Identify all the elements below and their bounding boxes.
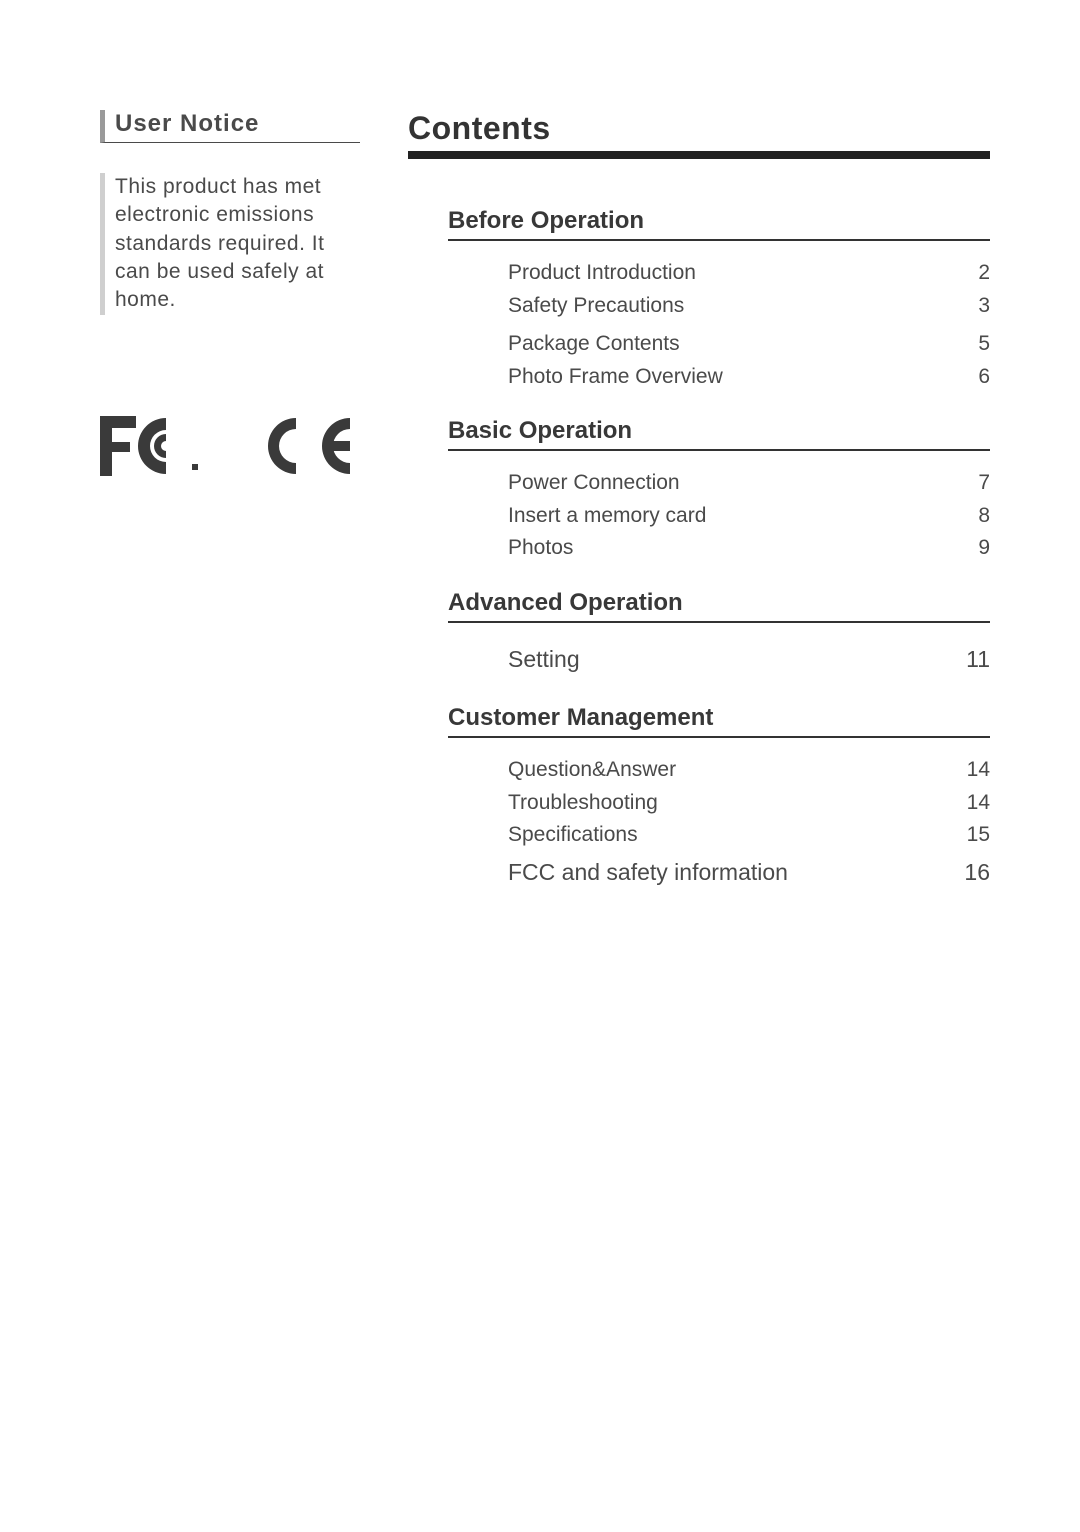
toc-section: Customer ManagementQuestion&Answer14Trou… bbox=[408, 704, 990, 893]
toc-row-label: Package Contents bbox=[508, 328, 680, 361]
toc-row-label: Power Connection bbox=[508, 467, 680, 500]
toc-row-label: Photo Frame Overview bbox=[508, 361, 723, 394]
toc-row-label: Insert a memory card bbox=[508, 500, 706, 533]
toc-row-page: 5 bbox=[950, 328, 990, 361]
toc-row-label: Safety Precautions bbox=[508, 290, 684, 323]
toc-row-page: 6 bbox=[950, 361, 990, 394]
toc-row-page: 3 bbox=[950, 290, 990, 323]
toc-section-title: Before Operation bbox=[448, 207, 990, 241]
toc-section: Before OperationProduct Introduction2Saf… bbox=[408, 207, 990, 393]
toc-row: Photo Frame Overview 6 bbox=[508, 361, 990, 394]
toc-section: Advanced Operation Setting 11 bbox=[408, 589, 990, 680]
toc-items: Question&Answer14Troubleshooting14Specif… bbox=[448, 738, 990, 893]
toc-row: Safety Precautions 3 bbox=[508, 290, 990, 323]
toc-row: Question&Answer 14 bbox=[508, 754, 990, 787]
toc-row-page: 16 bbox=[950, 852, 990, 893]
table-of-contents: Before OperationProduct Introduction2Saf… bbox=[408, 207, 990, 893]
toc-items: Setting 11 bbox=[448, 623, 990, 680]
toc-row: Power Connection 7 bbox=[508, 467, 990, 500]
toc-row: FCC and safety information 16 bbox=[508, 852, 990, 893]
toc-items: Power Connection7Insert a memory card8Ph… bbox=[448, 451, 990, 565]
toc-items: Product Introduction 2 Safety Precautions 3… bbox=[448, 241, 990, 393]
toc-row: Specifications 15 bbox=[508, 819, 990, 852]
toc-row-label: Question&Answer bbox=[508, 754, 676, 787]
toc-row: Setting 11 bbox=[508, 639, 990, 680]
toc-row: Insert a memory card 8 bbox=[508, 500, 990, 533]
fcc-icon bbox=[100, 410, 220, 482]
toc-row: Photos 9 bbox=[508, 532, 990, 565]
toc-row: Troubleshooting 14 bbox=[508, 787, 990, 820]
toc-row-page: 15 bbox=[950, 819, 990, 852]
user-notice-heading: User Notice bbox=[100, 110, 360, 143]
toc-row: Package Contents 5 bbox=[508, 328, 990, 361]
toc-row-label: Specifications bbox=[508, 819, 638, 852]
toc-row-label: FCC and safety information bbox=[508, 852, 788, 893]
toc-row-page: 14 bbox=[950, 787, 990, 820]
toc-section-title: Basic Operation bbox=[448, 417, 990, 451]
toc-row-label: Setting bbox=[508, 639, 580, 680]
ce-icon bbox=[250, 410, 360, 482]
toc-section: Basic OperationPower Connection7Insert a… bbox=[408, 417, 990, 565]
user-notice-body: This product has met electronic emission… bbox=[100, 173, 360, 315]
toc-row-label: Troubleshooting bbox=[508, 787, 658, 820]
toc-row-page: 9 bbox=[950, 532, 990, 565]
toc-row: Product Introduction 2 bbox=[508, 257, 990, 290]
toc-section-title: Advanced Operation bbox=[448, 589, 990, 623]
toc-row-label: Product Introduction bbox=[508, 257, 696, 290]
contents-heading: Contents bbox=[408, 110, 990, 159]
toc-row-page: 14 bbox=[950, 754, 990, 787]
toc-row-page: 2 bbox=[950, 257, 990, 290]
toc-row-page: 8 bbox=[950, 500, 990, 533]
cert-logos bbox=[100, 410, 360, 482]
toc-row-label: Photos bbox=[508, 532, 573, 565]
toc-section-title: Customer Management bbox=[448, 704, 990, 738]
toc-row-page: 11 bbox=[950, 639, 990, 680]
toc-row-page: 7 bbox=[950, 467, 990, 500]
